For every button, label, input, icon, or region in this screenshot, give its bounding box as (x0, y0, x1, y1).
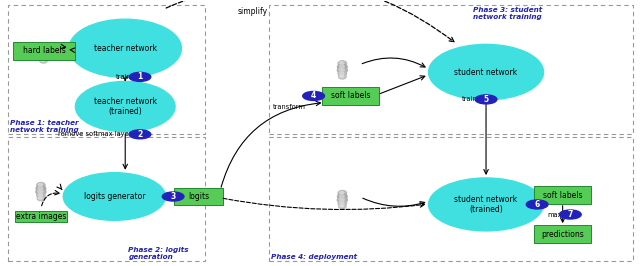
Text: extra images: extra images (16, 212, 66, 221)
Text: 4: 4 (311, 92, 316, 101)
Text: logits: logits (188, 192, 209, 201)
Ellipse shape (338, 61, 346, 66)
Text: predictions: predictions (541, 230, 584, 239)
Circle shape (129, 72, 151, 81)
Ellipse shape (339, 65, 344, 68)
Text: teacher network
(trained): teacher network (trained) (93, 97, 157, 116)
Circle shape (303, 92, 324, 101)
FancyBboxPatch shape (174, 188, 223, 205)
Text: hard labels: hard labels (23, 47, 65, 56)
Text: max: max (548, 211, 562, 218)
Text: remove softmax layer: remove softmax layer (58, 131, 132, 137)
Text: Phase 1: teacher
network training: Phase 1: teacher network training (10, 120, 79, 133)
Circle shape (129, 130, 151, 139)
FancyBboxPatch shape (13, 42, 76, 60)
Text: 6: 6 (534, 200, 540, 209)
Ellipse shape (39, 45, 47, 50)
Ellipse shape (39, 55, 47, 60)
FancyArrowPatch shape (166, 0, 454, 42)
Ellipse shape (340, 192, 344, 194)
Ellipse shape (76, 81, 175, 132)
Text: train: train (116, 74, 132, 80)
Ellipse shape (40, 53, 45, 55)
Ellipse shape (41, 59, 45, 61)
Circle shape (163, 192, 184, 201)
Ellipse shape (339, 195, 344, 197)
Ellipse shape (339, 204, 346, 209)
Ellipse shape (36, 193, 45, 198)
Text: train: train (462, 96, 477, 102)
Ellipse shape (340, 72, 344, 74)
Ellipse shape (429, 44, 543, 100)
FancyArrowPatch shape (221, 101, 321, 187)
Circle shape (559, 210, 581, 219)
Ellipse shape (36, 189, 46, 195)
Ellipse shape (40, 59, 47, 63)
Ellipse shape (339, 198, 344, 201)
Ellipse shape (40, 49, 45, 52)
FancyArrowPatch shape (42, 190, 60, 206)
Ellipse shape (429, 178, 543, 231)
Text: 3: 3 (170, 192, 176, 201)
Ellipse shape (38, 48, 48, 54)
Ellipse shape (339, 69, 344, 71)
Text: 2: 2 (138, 130, 143, 139)
Text: Phase 2: logits
generation: Phase 2: logits generation (129, 247, 189, 260)
Text: 1: 1 (138, 72, 143, 81)
Ellipse shape (38, 194, 42, 196)
Ellipse shape (338, 71, 346, 76)
Ellipse shape (36, 186, 45, 191)
Ellipse shape (63, 173, 166, 220)
Text: student network
(trained): student network (trained) (454, 195, 518, 214)
Text: Phase 4: deployment: Phase 4: deployment (271, 254, 357, 260)
Text: simplify: simplify (238, 6, 268, 15)
Text: Phase 3: student
network training: Phase 3: student network training (473, 6, 543, 20)
Ellipse shape (41, 56, 45, 59)
Ellipse shape (338, 201, 346, 206)
Ellipse shape (340, 62, 344, 64)
Ellipse shape (340, 202, 344, 204)
Ellipse shape (37, 196, 45, 201)
Ellipse shape (69, 19, 181, 77)
Text: transform: transform (273, 103, 305, 110)
Ellipse shape (41, 46, 45, 48)
Circle shape (526, 200, 548, 209)
FancyBboxPatch shape (534, 225, 591, 243)
Ellipse shape (337, 197, 348, 203)
FancyBboxPatch shape (534, 186, 591, 204)
FancyArrowPatch shape (223, 198, 424, 210)
Ellipse shape (38, 197, 42, 199)
Ellipse shape (337, 194, 347, 199)
Ellipse shape (338, 190, 346, 196)
Ellipse shape (340, 75, 344, 77)
Text: teacher network: teacher network (93, 44, 157, 53)
Text: soft labels: soft labels (543, 191, 582, 200)
Ellipse shape (38, 190, 43, 193)
Ellipse shape (38, 184, 42, 186)
Ellipse shape (339, 74, 346, 79)
Ellipse shape (38, 187, 43, 189)
Text: 7: 7 (568, 210, 573, 219)
Text: logits generator: logits generator (84, 192, 145, 201)
Ellipse shape (38, 52, 49, 57)
Circle shape (475, 95, 497, 104)
Text: student network: student network (454, 68, 518, 77)
Ellipse shape (340, 205, 344, 207)
Text: soft labels: soft labels (331, 92, 371, 101)
Text: 5: 5 (483, 95, 488, 104)
Ellipse shape (36, 182, 45, 188)
Ellipse shape (337, 67, 348, 73)
Ellipse shape (337, 64, 347, 70)
FancyBboxPatch shape (322, 87, 380, 105)
